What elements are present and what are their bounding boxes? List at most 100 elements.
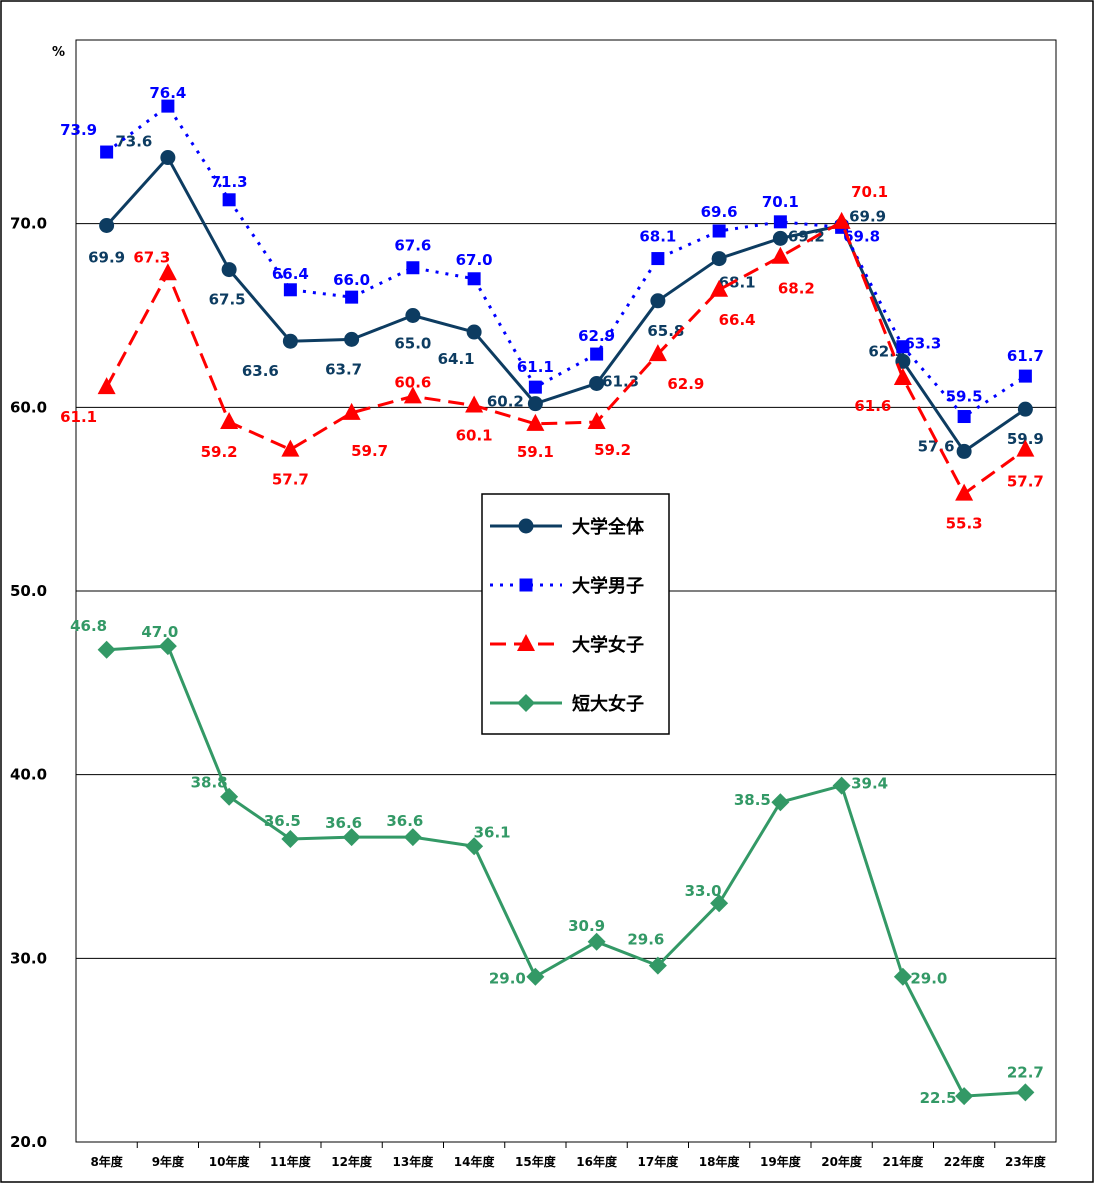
data-point: [403, 828, 422, 847]
data-label: 61.6: [854, 397, 891, 415]
x-tick-label: 18年度: [699, 1154, 741, 1169]
data-point: [97, 377, 116, 395]
data-label: 55.3: [946, 515, 983, 533]
data-point: [466, 324, 482, 340]
legend-entry: 大学男子: [490, 575, 644, 597]
data-label: 57.7: [272, 471, 309, 489]
y-tick-label: 30.0: [10, 949, 47, 967]
data-label: 60.1: [456, 426, 493, 444]
data-label: 62.9: [578, 327, 615, 345]
data-label: 68.1: [719, 274, 756, 292]
data-point: [587, 412, 606, 430]
data-label: 59.5: [946, 388, 983, 406]
data-label: 73.6: [115, 133, 152, 151]
data-label: 29.0: [910, 970, 947, 988]
legend-entry: 大学全体: [490, 516, 645, 538]
data-point: [281, 829, 300, 848]
data-point: [527, 396, 543, 412]
data-point: [222, 193, 236, 207]
data-point: [100, 145, 114, 159]
data-point: [342, 828, 361, 847]
y-tick-label: 60.0: [10, 398, 47, 416]
data-label: 63.7: [325, 360, 362, 378]
data-label: 69.2: [788, 227, 825, 245]
data-label: 47.0: [141, 623, 178, 641]
data-label: 36.1: [474, 823, 511, 841]
data-label: 60.2: [487, 393, 524, 411]
data-label: 67.6: [394, 237, 431, 255]
data-label: 70.1: [762, 193, 799, 211]
data-point: [528, 380, 542, 394]
data-point: [711, 251, 727, 267]
data-point: [465, 395, 484, 413]
x-tick-label: 15年度: [515, 1154, 557, 1169]
data-point: [1018, 369, 1032, 383]
series-line: [105, 219, 1027, 496]
data-point: [283, 283, 297, 297]
data-point: [158, 263, 177, 281]
y-axis-ticks: 20.0 30.0 40.0 50.0 60.0 70.0: [10, 215, 47, 1151]
data-label: 71.3: [211, 173, 248, 191]
legend-marker: [517, 694, 535, 712]
legend-label: 大学全体: [572, 516, 645, 538]
data-label: 68.2: [778, 280, 815, 298]
data-point: [772, 230, 788, 246]
y-tick-label: 20.0: [10, 1133, 47, 1151]
data-label: 73.9: [60, 121, 97, 139]
series-line: [105, 103, 1027, 419]
data-point: [99, 218, 115, 234]
y-tick-label: 70.0: [10, 215, 47, 233]
data-label: 30.9: [568, 917, 605, 935]
data-point: [406, 261, 420, 275]
data-label: 69.8: [843, 227, 880, 245]
data-label: 36.6: [386, 812, 423, 830]
data-point: [1016, 1083, 1035, 1102]
data-point: [526, 413, 545, 431]
data-point: [403, 386, 422, 404]
data-label: 38.5: [734, 791, 771, 809]
data-label: 68.1: [639, 228, 676, 246]
gridlines: [76, 223, 1056, 959]
series-3: 46.8 47.0 38.8 36.5 36.6 36.6 36.1 29.0 30.9 29.6…: [70, 617, 1044, 1107]
data-label: 70.1: [851, 183, 888, 201]
x-tick-label: 9年度: [152, 1154, 185, 1169]
data-label: 69.6: [701, 203, 738, 221]
x-tick-label: 10年度: [209, 1154, 251, 1169]
data-label: 33.0: [685, 882, 722, 900]
data-label: 61.1: [517, 358, 554, 376]
data-point: [957, 410, 971, 424]
data-point: [220, 787, 239, 806]
data-point: [344, 331, 360, 347]
data-label: 36.6: [325, 814, 362, 832]
data-point: [467, 272, 481, 286]
series-line: [105, 154, 1027, 454]
data-point: [893, 367, 912, 385]
x-tick-label: 19年度: [760, 1154, 802, 1169]
data-point: [97, 640, 116, 659]
data-point: [465, 837, 484, 856]
data-label: 59.2: [594, 441, 631, 459]
data-point: [648, 344, 667, 362]
data-label: 59.7: [351, 442, 388, 460]
data-label: 61.1: [60, 408, 97, 426]
data-label: 69.9: [88, 249, 125, 267]
data-point: [342, 402, 361, 420]
data-label: 22.5: [920, 1089, 957, 1107]
data-label: 62.5: [868, 342, 905, 360]
data-point: [956, 443, 972, 459]
data-point: [832, 776, 851, 795]
data-point: [1017, 401, 1033, 417]
data-label: 67.5: [209, 291, 246, 309]
legend-label: 大学男子: [572, 575, 644, 597]
series-2: 61.1 67.3 59.2 57.7 59.7 60.6 60.1 59.1 59.2 62.9…: [60, 183, 1044, 533]
data-label: 29.0: [489, 970, 526, 988]
data-label: 22.7: [1007, 1063, 1044, 1081]
data-label: 61.7: [1007, 347, 1044, 365]
data-label: 59.9: [1007, 430, 1044, 448]
legend-marker: [519, 578, 533, 592]
data-point: [773, 215, 787, 229]
data-point: [896, 340, 910, 354]
data-label: 76.4: [149, 84, 186, 102]
data-label: 64.1: [438, 350, 475, 368]
